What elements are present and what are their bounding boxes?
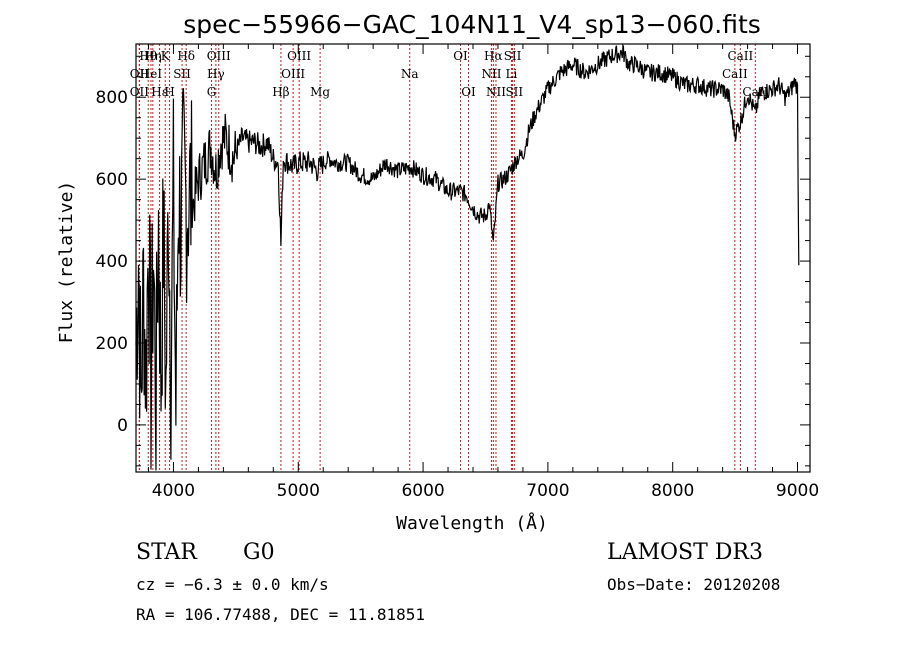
x-tick-label: 9000 <box>776 481 819 501</box>
spectral-line-label: OIII <box>207 49 231 63</box>
spectral-line-label: CaII <box>722 67 748 81</box>
spectral-line-label: Hθ <box>139 49 157 63</box>
survey-name: LAMOST DR3 <box>607 540 763 565</box>
sky-coordinates: RA = 106.77488, DEC = 11.81851 <box>136 605 425 624</box>
spectral-line-label: Na <box>401 67 419 81</box>
spectral-line-label: H <box>164 85 174 99</box>
y-tick-label: 800 <box>96 88 128 108</box>
redshift-velocity: cz = −6.3 ± 0.0 km/s <box>136 575 329 594</box>
spectral-line-label: SII <box>173 67 191 81</box>
spectral-line-label: Hε <box>151 85 168 99</box>
y-tick-label: 600 <box>96 170 128 190</box>
y-tick-label: 400 <box>96 252 128 272</box>
observation-date: Obs−Date: 20120208 <box>607 575 780 594</box>
x-axis-ticks: 4000 5000 6000 7000 8000 9000 <box>147 44 819 501</box>
spectral-line-label: SII <box>504 49 522 63</box>
spectral-line-label: CaII <box>727 49 753 63</box>
plot-frame <box>135 43 811 473</box>
spectral-line-label: OII <box>130 85 150 99</box>
spectral-line-label: Hδ <box>177 49 195 63</box>
x-tick-label: 5000 <box>277 481 320 501</box>
spectral-line-label: NII <box>481 67 501 81</box>
x-tick-label: 8000 <box>651 481 694 501</box>
object-subclass: G0 <box>243 540 275 565</box>
spectral-line-label: Hβ <box>272 85 289 99</box>
chart-title: spec−55966−GAC_104N11_V4_sp13−060.fits <box>183 10 761 39</box>
spectral-line-label: OIII <box>287 49 311 63</box>
y-axis-ticks: 0 200 400 600 800 <box>96 55 810 467</box>
spectral-line-label: HeI <box>140 67 163 81</box>
spectral-line-label: G <box>207 85 217 99</box>
x-tick-label: 6000 <box>401 481 444 501</box>
flux-series-line <box>135 45 800 471</box>
spectral-line-label: Mg <box>310 85 330 99</box>
x-axis-label: Wavelength (Å) <box>396 512 548 534</box>
spectral-line-label: NII <box>486 85 506 99</box>
spectral-line-label: Hγ <box>207 67 225 81</box>
spectral-line-label: OI <box>461 85 476 99</box>
spectral-line-markers <box>138 44 756 472</box>
spectral-line-label: Li <box>506 67 518 81</box>
spectral-line-label: OI <box>453 49 468 63</box>
x-tick-label: 4000 <box>152 481 195 501</box>
x-tick-label: 7000 <box>526 481 569 501</box>
spectral-line-label: OIII <box>281 67 305 81</box>
y-tick-label: 200 <box>96 334 128 354</box>
spectral-line-label: K <box>161 49 171 63</box>
spectral-line-label: Hα <box>484 49 503 63</box>
spectral-line-label: OII <box>130 67 150 81</box>
spectrum-plot <box>135 45 800 471</box>
spectral-line-label: Hη <box>144 49 162 63</box>
y-tick-label: 0 <box>117 416 128 436</box>
y-axis-label: Flux (relative) <box>56 181 77 344</box>
spectral-line-label: SII <box>505 85 523 99</box>
object-class: STAR <box>136 540 198 565</box>
